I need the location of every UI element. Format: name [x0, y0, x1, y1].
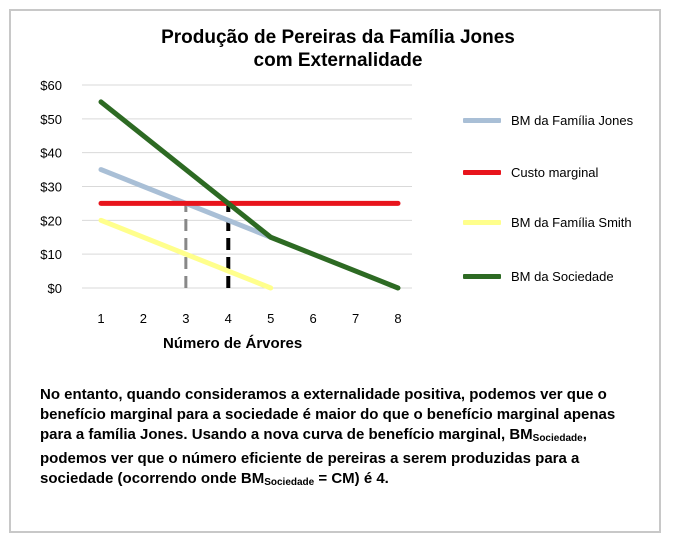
legend-swatch-smith	[463, 219, 501, 225]
explanation-subscript-1: Sociedade	[532, 433, 583, 444]
series-line-smith	[98, 217, 274, 291]
x-tick-label: 8	[394, 311, 401, 326]
legend-label-sociedade: BM da Sociedade	[511, 268, 614, 284]
legend-item-smith: BM da Família Smith	[463, 212, 632, 232]
legend-label-jones: BM da Família Jones	[511, 112, 634, 128]
x-tick-label: 1	[97, 311, 104, 326]
legend-swatch-sociedade	[463, 273, 501, 279]
y-tick-label: $40	[40, 146, 62, 161]
chart-title-line-1: Produção de Pereiras da Família Jones	[161, 27, 515, 48]
x-tick-label: 5	[267, 311, 274, 326]
legend-item-custo-marginal: Custo marginal	[463, 162, 598, 182]
x-tick-label: 3	[182, 311, 189, 326]
explanation-text: No entanto, quando consideramos a extern…	[40, 385, 650, 493]
y-tick-label: $50	[40, 112, 62, 127]
y-tick-label: $30	[40, 180, 62, 195]
chart-title-line-2: com Externalidade	[253, 50, 423, 71]
x-axis-title: Número de Árvores	[163, 335, 303, 352]
chart-title: Produção de Pereiras da Família Jones co…	[0, 26, 676, 72]
legend-label-custo-marginal: Custo marginal	[511, 164, 599, 180]
y-tick-label: $60	[40, 78, 62, 93]
explanation-part-3: = CM) é 4.	[314, 470, 389, 487]
explanation-part-2: , podemos ver que o número eficiente de …	[40, 426, 587, 487]
y-tick-label: $10	[40, 247, 62, 262]
x-tick-label: 7	[352, 311, 359, 326]
explanation-subscript-2: Sociedade	[264, 477, 315, 488]
x-tick-label: 4	[225, 311, 232, 326]
legend-swatch-jones	[463, 117, 501, 123]
explanation-part-1: No entanto, quando consideramos a extern…	[40, 386, 616, 443]
y-tick-label: $0	[48, 281, 62, 296]
legend-item-jones: BM da Família Jones	[463, 110, 633, 130]
chart-frame	[9, 9, 661, 533]
x-tick-label: 2	[140, 311, 147, 326]
legend-label-smith: BM da Família Smith	[511, 214, 632, 230]
legend-swatch-custo-marginal	[463, 169, 501, 175]
series-line-jones	[98, 167, 274, 240]
y-tick-label: $20	[40, 213, 62, 228]
series-line-sociedade	[98, 99, 401, 291]
x-tick-label: 6	[310, 311, 317, 326]
legend-item-sociedade: BM da Sociedade	[463, 266, 614, 286]
